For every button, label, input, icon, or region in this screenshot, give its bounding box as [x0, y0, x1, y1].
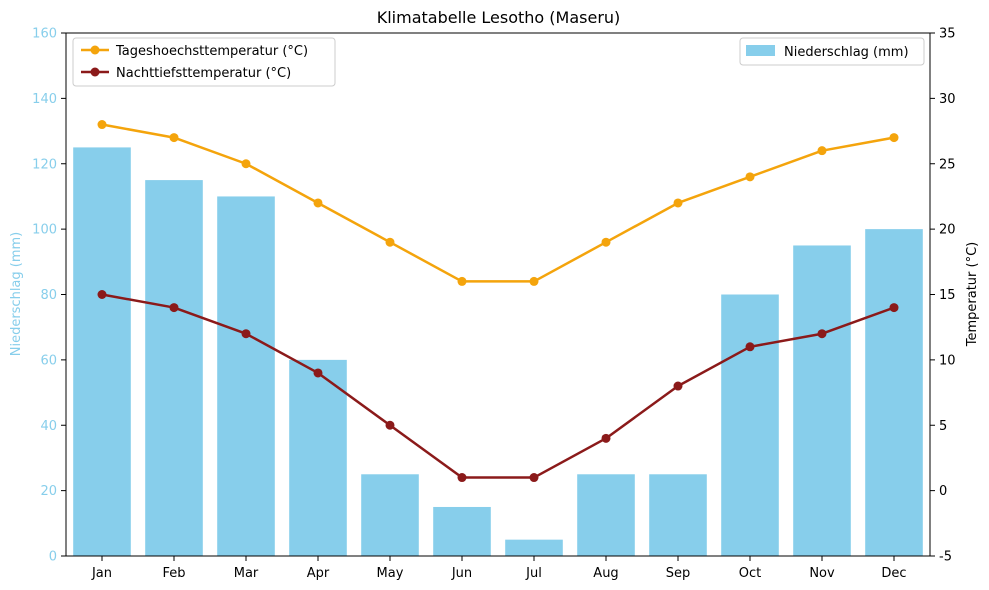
- low-temp-point-mar: [241, 329, 251, 339]
- low-temp-point-nov: [817, 329, 827, 339]
- precip-bar-feb: [145, 180, 203, 556]
- high-temp-line: [101, 123, 895, 283]
- precip-bar-may: [361, 474, 419, 556]
- left-tick-label: 40: [40, 419, 57, 434]
- right-tick-label: -5: [939, 550, 952, 565]
- x-tick-label-oct: Oct: [739, 566, 761, 581]
- right-tick-label: 15: [939, 288, 956, 303]
- x-tick-label-aug: Aug: [593, 566, 618, 581]
- x-tick-label-dec: Dec: [881, 566, 906, 581]
- precip-bar-oct: [721, 294, 779, 556]
- left-tick-label: 160: [32, 27, 57, 42]
- right-tick-label: 20: [939, 223, 956, 238]
- low-temp-point-jul: [529, 473, 539, 483]
- precip-bar-jul: [505, 539, 563, 556]
- precip-bar-aug: [577, 474, 635, 556]
- x-tick-label-jun: Jun: [451, 566, 472, 581]
- left-tick-label: 60: [40, 353, 57, 368]
- low-temp-line: [101, 293, 895, 479]
- precip-bar-jun: [433, 506, 491, 556]
- legend-swatch-precip: [746, 45, 775, 56]
- precip-bar-sep: [649, 474, 707, 556]
- x-tick-label-nov: Nov: [809, 566, 835, 581]
- high-temp-point-may: [385, 237, 395, 247]
- precip-bar-jan: [73, 147, 131, 556]
- bar-legend-box: [739, 37, 925, 66]
- right-axis: -5 0 5 10 15 20 25 30 35: [930, 27, 956, 565]
- high-temp-point-sep: [673, 198, 683, 208]
- legend-label-low: Nachttiefsttemperatur (°C): [116, 66, 291, 81]
- bars-layer: [73, 147, 923, 556]
- left-tick-label: 120: [32, 157, 57, 172]
- x-tick-label-mar: Mar: [234, 566, 259, 581]
- right-tick-label: 30: [939, 92, 956, 107]
- x-tick-label-apr: Apr: [307, 566, 330, 581]
- left-tick-label: 140: [32, 92, 57, 107]
- low-temp-point-oct: [745, 342, 755, 352]
- low-temp-point-sep: [673, 381, 683, 391]
- left-tick-label: 80: [40, 288, 57, 303]
- high-temp-point-jul: [529, 276, 539, 286]
- left-tick-label: 20: [40, 484, 57, 499]
- x-tick-label-jan: Jan: [91, 566, 112, 581]
- precip-bar-dec: [865, 229, 923, 556]
- high-temp-point-aug: [601, 237, 611, 247]
- legend-label-precip: Niederschlag (mm): [784, 45, 909, 60]
- low-temp-point-jun: [457, 473, 467, 483]
- low-temp-point-may: [385, 420, 395, 430]
- left-axis-title: Niederschlag (mm): [9, 232, 24, 357]
- high-temp-point-oct: [745, 172, 755, 182]
- x-tick-label-sep: Sep: [666, 566, 691, 581]
- right-tick-label: 25: [939, 157, 956, 172]
- low-temp-point-apr: [313, 368, 323, 378]
- left-tick-label: 100: [32, 223, 57, 238]
- x-axis: Jan Feb Mar Apr May Jun Jul Aug Sep Oct Nov Dec: [91, 556, 907, 581]
- left-tick-label: 0: [49, 550, 57, 565]
- left-axis: 0 20 40 60 80 100 120 140 160: [32, 27, 66, 565]
- low-temp-point-jan: [97, 290, 107, 299]
- precip-bar-mar: [217, 196, 275, 556]
- precip-bar-apr: [289, 359, 347, 556]
- x-tick-label-jul: Jul: [525, 566, 542, 581]
- chart-title: Klimatabelle Lesotho (Maseru): [377, 8, 621, 27]
- legend-marker-low: [90, 67, 100, 77]
- right-axis-title: Temperatur (°C): [965, 242, 980, 348]
- lines-layer: [97, 120, 899, 483]
- right-tick-label: 0: [939, 484, 947, 499]
- x-tick-label-may: May: [377, 566, 404, 581]
- high-temp-point-nov: [817, 146, 827, 156]
- high-temp-point-dec: [889, 133, 899, 143]
- low-temp-point-feb: [169, 303, 179, 313]
- low-temp-point-dec: [889, 303, 899, 313]
- precip-bar-nov: [793, 245, 851, 556]
- line-legend-box: [72, 37, 336, 87]
- low-temp-point-aug: [601, 433, 611, 443]
- legend-label-high: Tageshoechsttemperatur (°C): [115, 44, 308, 59]
- x-tick-label-feb: Feb: [162, 566, 185, 581]
- high-temp-point-jun: [457, 276, 467, 286]
- bar-legend: Niederschlag (mm): [739, 37, 925, 66]
- right-tick-label: 35: [939, 27, 956, 42]
- right-tick-label: 5: [939, 419, 947, 434]
- right-tick-label: 10: [939, 353, 956, 368]
- high-temp-point-mar: [241, 159, 251, 169]
- high-temp-point-apr: [313, 198, 323, 208]
- line-legend: Tageshoechsttemperatur (°C) Nachttiefstt…: [72, 37, 336, 87]
- legend-marker-high: [90, 45, 100, 55]
- high-temp-point-jan: [97, 120, 107, 130]
- high-temp-point-feb: [169, 133, 179, 143]
